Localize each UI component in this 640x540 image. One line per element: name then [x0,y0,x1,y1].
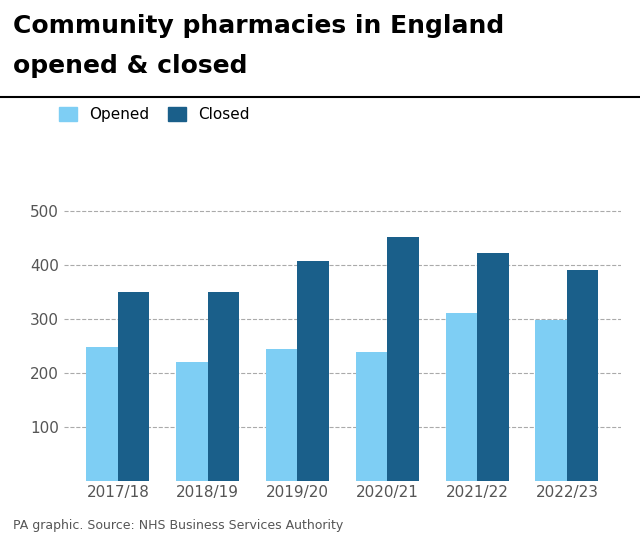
Bar [208,292,239,481]
Text: PA graphic. Source: NHS Business Services Authority: PA graphic. Source: NHS Business Service… [13,519,343,532]
Bar [86,347,118,481]
Text: opened & closed: opened & closed [13,54,247,78]
Bar [356,352,387,481]
Legend: Opened, Closed: Opened, Closed [59,107,250,122]
Bar [176,362,208,481]
Bar [477,253,509,481]
Bar [298,261,329,481]
Bar [536,320,567,481]
Bar [567,270,598,481]
Bar [118,292,149,481]
Bar [387,237,419,481]
Text: Community pharmacies in England: Community pharmacies in England [13,14,504,37]
Bar [445,313,477,481]
Bar [266,349,298,481]
